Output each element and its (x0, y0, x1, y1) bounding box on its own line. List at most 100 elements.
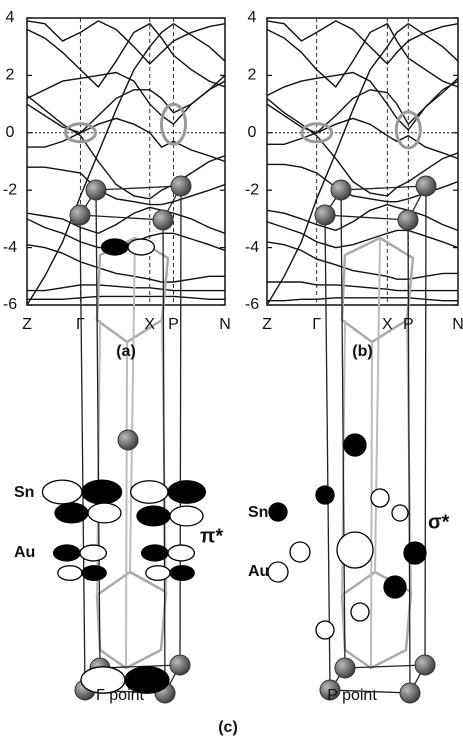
cell-edge (96, 186, 181, 190)
atom-label: Au (248, 563, 269, 580)
orbital-lobe (168, 545, 194, 561)
bond-network (97, 572, 166, 668)
orbital (337, 532, 373, 568)
atom (415, 655, 435, 675)
y-tick-label: 4 (248, 9, 257, 26)
y-tick-label: 2 (6, 67, 15, 84)
atom (398, 210, 418, 230)
cell-edge (325, 215, 408, 220)
y-tick-label: -4 (3, 239, 17, 256)
x-tick-label: N (452, 316, 463, 333)
atom-label: Sn (248, 504, 268, 521)
orbital-lobe (88, 503, 121, 523)
atom (400, 683, 420, 703)
x-tick-label: X (144, 316, 155, 333)
bands (27, 21, 225, 305)
y-tick-label: -2 (3, 181, 17, 198)
atom (331, 180, 351, 200)
cell-edge (345, 665, 425, 668)
orbital (268, 562, 288, 582)
y-tick-label: -4 (245, 239, 259, 256)
orbital-lobe (170, 566, 194, 581)
bands (267, 21, 458, 305)
band (267, 24, 458, 305)
atom (86, 180, 106, 200)
orbital (290, 542, 310, 562)
atom (118, 430, 138, 450)
cell-edge (80, 215, 85, 690)
orbital-lobe (82, 566, 106, 581)
bond (126, 342, 127, 668)
x-tick-label: P (403, 316, 414, 333)
cell-edge (341, 186, 426, 190)
orbital (316, 621, 334, 639)
band (27, 96, 225, 199)
x-tick-label: Z (262, 316, 272, 333)
x-tick-label: Γ (76, 316, 85, 333)
atom (315, 205, 335, 225)
orbital (404, 542, 426, 564)
caption: Γ point (96, 687, 145, 704)
x-tick-label: Z (22, 316, 32, 333)
band (267, 298, 458, 301)
y-tick-label: -6 (3, 296, 17, 313)
orbital-lobe (142, 545, 168, 561)
orbital-lobe (170, 506, 203, 526)
atom (335, 658, 355, 678)
band (27, 24, 225, 305)
atom (70, 205, 90, 225)
band (267, 282, 458, 291)
orbital (392, 505, 408, 521)
orbital-lobe (80, 545, 106, 561)
panel-label: (a) (116, 343, 136, 360)
y-tick-label: 0 (248, 124, 257, 141)
orbital-lobe (54, 545, 80, 561)
y-tick-label: 2 (248, 67, 257, 84)
band (27, 118, 225, 161)
orbital-label: σ* (428, 511, 450, 533)
y-tick-label: 0 (6, 124, 15, 141)
band (27, 296, 225, 299)
orbital-lobe (137, 506, 170, 526)
band (267, 118, 458, 158)
orbital-label: π* (200, 525, 223, 547)
orbital (351, 603, 369, 621)
atom-label: Sn (14, 484, 34, 501)
band (267, 21, 458, 64)
band (267, 222, 458, 248)
orbital-lobe (55, 503, 88, 523)
y-tick-label: -2 (245, 181, 259, 198)
plot-frame (267, 18, 458, 305)
orbital (384, 576, 406, 598)
y-tick-label: -6 (245, 296, 259, 313)
cell-edge (180, 186, 181, 665)
caption: P point (327, 687, 377, 704)
orbital-lobe (146, 566, 170, 581)
orbital-lobe (42, 480, 82, 504)
band (27, 167, 225, 204)
x-tick-label: P (168, 316, 179, 333)
orbital-lobe (82, 480, 122, 504)
band (27, 73, 225, 125)
cell-edge (325, 215, 330, 690)
orbital-lobe (131, 481, 168, 503)
y-tick-label: 4 (6, 9, 15, 26)
x-tick-label: X (382, 316, 393, 333)
atom (171, 176, 191, 196)
cell-edge (80, 215, 163, 220)
bond (371, 342, 372, 668)
atom (153, 210, 173, 230)
orbital-lobe (58, 566, 82, 581)
cell-edge (425, 186, 426, 665)
atom (416, 176, 436, 196)
band (27, 207, 225, 233)
orbital-lobe (168, 481, 205, 503)
orbital (316, 486, 334, 504)
figure: SnAuπ*Γ pointSnAuσ*P point(c)-6-4-2024ZΓ… (0, 0, 463, 741)
plot-frame (27, 18, 225, 305)
x-tick-label: Γ (312, 316, 321, 333)
panel-label: (c) (218, 719, 238, 736)
orbital (269, 503, 287, 521)
orbital-lobe (128, 239, 154, 255)
orbital-lobe (102, 239, 128, 255)
